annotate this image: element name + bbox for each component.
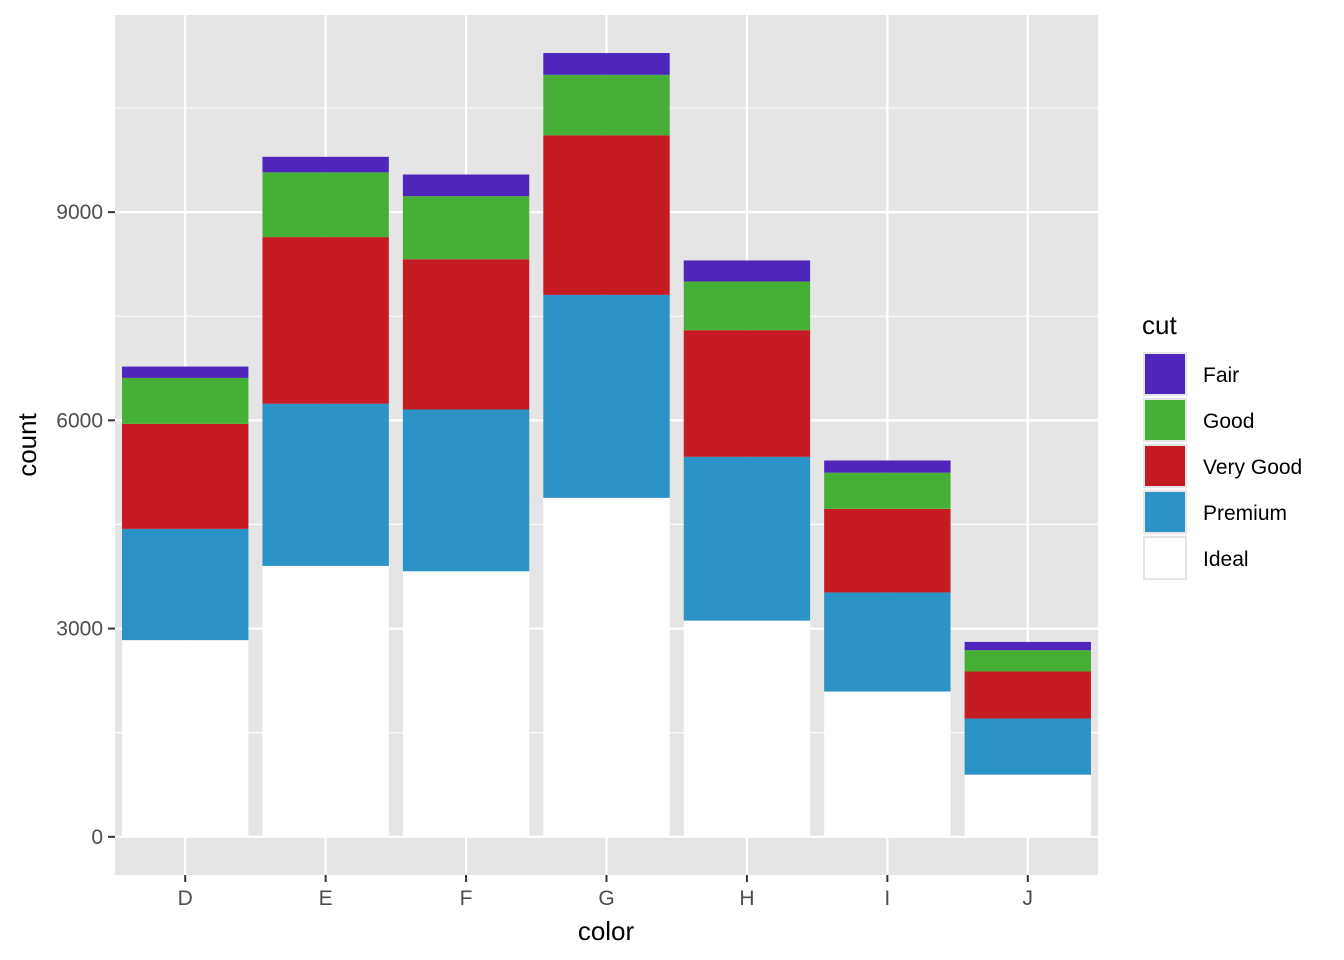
bar-segment-D-premium xyxy=(122,528,249,641)
legend-label: Premium xyxy=(1203,502,1287,525)
bar-segment-G-fair xyxy=(543,53,670,75)
bar-segment-E-premium xyxy=(262,403,389,566)
legend-swatch-very-good xyxy=(1145,446,1185,486)
x-tick-label: J xyxy=(1023,887,1034,910)
x-tick-label: H xyxy=(739,887,754,910)
bar-segment-J-very-good xyxy=(964,671,1091,719)
legend: cut Fair Good Very Good Premium Ideal xyxy=(1142,310,1302,580)
bar-segment-E-good xyxy=(262,172,389,238)
y-tick-label: 9000 xyxy=(56,201,103,224)
y-axis-title: count xyxy=(12,412,42,476)
x-axis: D E F G H I J xyxy=(178,875,1033,910)
x-tick-label: E xyxy=(319,887,333,910)
bar-segment-H-premium xyxy=(683,456,811,621)
bar-segment-J-fair xyxy=(964,641,1091,651)
bar-segment-H-good xyxy=(683,281,811,331)
bar-segment-G-premium xyxy=(543,294,670,498)
bar-segment-I-premium xyxy=(824,592,951,692)
bar-segment-H-very-good xyxy=(683,330,811,457)
bar-segment-I-good xyxy=(824,472,951,509)
legend-swatch-premium xyxy=(1145,492,1185,532)
bar-segment-G-good xyxy=(543,74,670,136)
bars xyxy=(122,53,1091,837)
bar-segment-J-good xyxy=(964,650,1091,672)
bar-segment-F-fair xyxy=(402,174,530,197)
bar-segment-J-ideal xyxy=(964,774,1091,837)
legend-label: Good xyxy=(1203,410,1254,433)
x-tick-label: I xyxy=(884,887,890,910)
bar-segment-I-ideal xyxy=(824,691,951,837)
y-tick-label: 3000 xyxy=(56,618,103,641)
legend-label: Ideal xyxy=(1203,548,1249,571)
legend-swatch-good xyxy=(1145,400,1185,440)
bar-segment-E-fair xyxy=(262,156,389,173)
bar-segment-F-very-good xyxy=(402,259,530,410)
legend-label: Fair xyxy=(1203,364,1239,387)
bar-segment-I-very-good xyxy=(824,508,951,593)
x-tick-label: D xyxy=(178,887,193,910)
legend-label: Very Good xyxy=(1203,456,1302,479)
y-axis: 0 3000 6000 9000 xyxy=(56,201,115,849)
x-tick-label: F xyxy=(460,887,473,910)
bar-segment-J-premium xyxy=(964,718,1091,775)
bar-segment-G-ideal xyxy=(543,497,670,837)
bar-segment-D-good xyxy=(122,377,249,424)
bar-segment-D-very-good xyxy=(122,423,249,529)
legend-swatch-fair xyxy=(1145,354,1185,394)
legend-title: cut xyxy=(1142,310,1177,340)
bar-segment-H-ideal xyxy=(683,620,811,837)
x-tick-label: G xyxy=(598,887,614,910)
bar-segment-E-very-good xyxy=(262,237,389,404)
y-tick-label: 0 xyxy=(91,826,103,849)
bar-segment-G-very-good xyxy=(543,135,670,295)
bar-segment-I-fair xyxy=(824,460,951,473)
bar-segment-D-ideal xyxy=(122,640,249,837)
bar-segment-F-premium xyxy=(402,409,530,572)
bar-segment-F-ideal xyxy=(402,571,530,837)
y-tick-label: 6000 xyxy=(56,409,103,432)
bar-segment-H-fair xyxy=(683,260,811,282)
bar-segment-F-good xyxy=(402,196,530,260)
x-axis-title: color xyxy=(578,916,635,946)
legend-swatch-ideal xyxy=(1145,538,1185,578)
bar-segment-D-fair xyxy=(122,366,249,378)
bar-segment-E-ideal xyxy=(262,565,389,837)
